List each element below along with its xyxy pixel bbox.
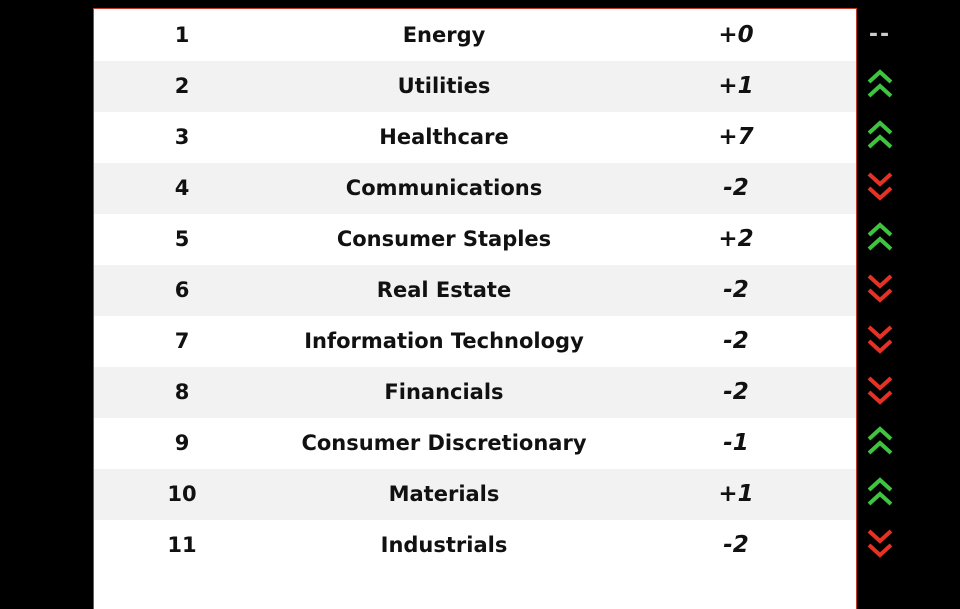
table-row: 8 Financials -2 bbox=[94, 367, 856, 418]
trend-icon bbox=[860, 468, 900, 519]
table-row: 4 Communications -2 bbox=[94, 163, 856, 214]
chevron bbox=[867, 376, 893, 391]
sector-name: Consumer Discretionary bbox=[301, 431, 587, 455]
rank: 5 bbox=[174, 227, 190, 251]
rank: 2 bbox=[174, 74, 190, 98]
chevrons bbox=[867, 376, 893, 405]
chevrons bbox=[867, 172, 893, 201]
sector-name: Information Technology bbox=[304, 329, 584, 353]
chevron bbox=[867, 120, 893, 135]
sector-name: Energy bbox=[402, 23, 486, 47]
trend-icon bbox=[860, 264, 900, 315]
rank: 7 bbox=[174, 329, 190, 353]
sector-name: Financials bbox=[384, 380, 504, 404]
rank: 4 bbox=[174, 176, 190, 200]
trend-icon bbox=[860, 519, 900, 570]
rank-change: -2 bbox=[723, 328, 749, 354]
sector-name: Industrials bbox=[380, 533, 508, 557]
rank: 10 bbox=[167, 482, 197, 506]
sector-name: Communications bbox=[345, 176, 543, 200]
trend-icon bbox=[860, 213, 900, 264]
chevrons bbox=[867, 477, 893, 506]
trend-icon bbox=[860, 60, 900, 111]
chevrons bbox=[867, 274, 893, 303]
rank-change: +0 bbox=[718, 22, 754, 48]
trend-flat: -- bbox=[868, 22, 892, 47]
screen: 1 Energy +0 2 Utilities +1 3 Healthcare +7 4 Commu… bbox=[93, 8, 900, 609]
trend-icon bbox=[860, 315, 900, 366]
trend-icon bbox=[860, 417, 900, 468]
chevron bbox=[867, 390, 893, 405]
chevrons bbox=[867, 529, 893, 558]
rank-change: +7 bbox=[718, 124, 754, 150]
table-row: 7 Information Technology -2 bbox=[94, 316, 856, 367]
table-row: 3 Healthcare +7 bbox=[94, 112, 856, 163]
chevron bbox=[867, 83, 893, 98]
chevron bbox=[867, 440, 893, 455]
sector-name: Utilities bbox=[397, 74, 491, 98]
rank: 3 bbox=[174, 125, 190, 149]
chevron bbox=[867, 325, 893, 340]
rank-change: -2 bbox=[723, 379, 749, 405]
chevron bbox=[867, 134, 893, 149]
trend-icon bbox=[860, 366, 900, 417]
sector-name: Consumer Staples bbox=[336, 227, 552, 251]
chevron bbox=[867, 477, 893, 492]
rank: 11 bbox=[167, 533, 197, 557]
trend-icon bbox=[860, 162, 900, 213]
chevron bbox=[867, 186, 893, 201]
table-row: 2 Utilities +1 bbox=[94, 61, 856, 112]
chevron bbox=[867, 491, 893, 506]
rank: 9 bbox=[174, 431, 190, 455]
rank-change: -2 bbox=[723, 532, 749, 558]
table-row: 1 Energy +0 bbox=[94, 10, 856, 61]
ranking-table: 1 Energy +0 2 Utilities +1 3 Healthcare +7 4 Commu… bbox=[93, 8, 857, 609]
table-row: 5 Consumer Staples +2 bbox=[94, 214, 856, 265]
chevron bbox=[867, 543, 893, 558]
table-row: 6 Real Estate -2 bbox=[94, 265, 856, 316]
chevron bbox=[867, 288, 893, 303]
sector-name: Materials bbox=[388, 482, 500, 506]
chevron bbox=[867, 426, 893, 441]
rank: 1 bbox=[174, 23, 190, 47]
chevron bbox=[867, 339, 893, 354]
chevrons bbox=[867, 426, 893, 455]
rank-change: +2 bbox=[718, 226, 754, 252]
table-row: 10 Materials +1 bbox=[94, 469, 856, 520]
rank-change: -1 bbox=[723, 430, 749, 456]
sector-name: Healthcare bbox=[379, 125, 509, 149]
rank-change: +1 bbox=[718, 481, 754, 507]
rank: 6 bbox=[174, 278, 190, 302]
chevron bbox=[867, 222, 893, 237]
chevron bbox=[867, 172, 893, 187]
chevrons bbox=[867, 69, 893, 98]
chevrons bbox=[867, 120, 893, 149]
rank-change: -2 bbox=[723, 277, 749, 303]
chevrons bbox=[867, 325, 893, 354]
trend-icon bbox=[860, 111, 900, 162]
rank-change: -2 bbox=[723, 175, 749, 201]
chevron bbox=[867, 69, 893, 84]
chevron bbox=[867, 236, 893, 251]
rank: 8 bbox=[174, 380, 190, 404]
chevrons bbox=[867, 222, 893, 251]
sector-name: Real Estate bbox=[376, 278, 512, 302]
chevron bbox=[867, 274, 893, 289]
table-row: 9 Consumer Discretionary -1 bbox=[94, 418, 856, 469]
rank-change: +1 bbox=[718, 73, 754, 99]
table-row: 11 Industrials -2 bbox=[94, 520, 856, 571]
